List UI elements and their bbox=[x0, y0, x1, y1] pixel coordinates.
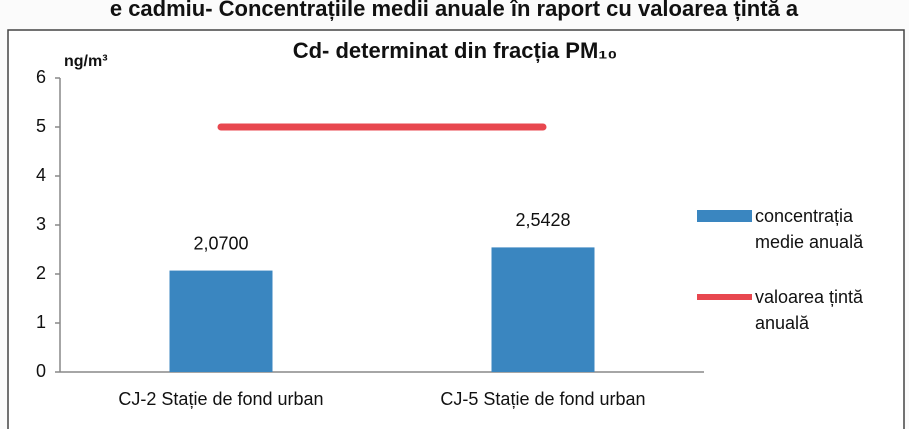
bar bbox=[169, 270, 273, 372]
y-tick-label: 1 bbox=[36, 312, 46, 332]
y-axis-label: ng/m³ bbox=[64, 53, 108, 70]
y-tick-label: 5 bbox=[36, 116, 46, 136]
legend-label: valoarea țintă anuală bbox=[755, 287, 864, 333]
x-tick-label: CJ-5 Stație de fond urban bbox=[440, 389, 645, 409]
data-label: 2,5428 bbox=[515, 210, 570, 230]
legend-label: concentrația medie anuală bbox=[755, 206, 864, 252]
page-header: e cadmiu- Concentrațiile medii anuale în… bbox=[110, 0, 799, 21]
chart-title: Cd- determinat din fracția PM₁₀ bbox=[293, 38, 618, 63]
x-tick-label: CJ-2 Stație de fond urban bbox=[118, 389, 323, 409]
legend-swatch bbox=[697, 210, 752, 222]
y-tick-label: 2 bbox=[36, 263, 46, 283]
data-label: 2,0700 bbox=[193, 233, 248, 253]
y-tick-label: 4 bbox=[36, 165, 46, 185]
chart-frame bbox=[7, 29, 905, 429]
y-tick-label: 0 bbox=[36, 361, 46, 381]
bar bbox=[491, 247, 595, 372]
y-tick-label: 6 bbox=[36, 67, 46, 87]
y-tick-label: 3 bbox=[36, 214, 46, 234]
